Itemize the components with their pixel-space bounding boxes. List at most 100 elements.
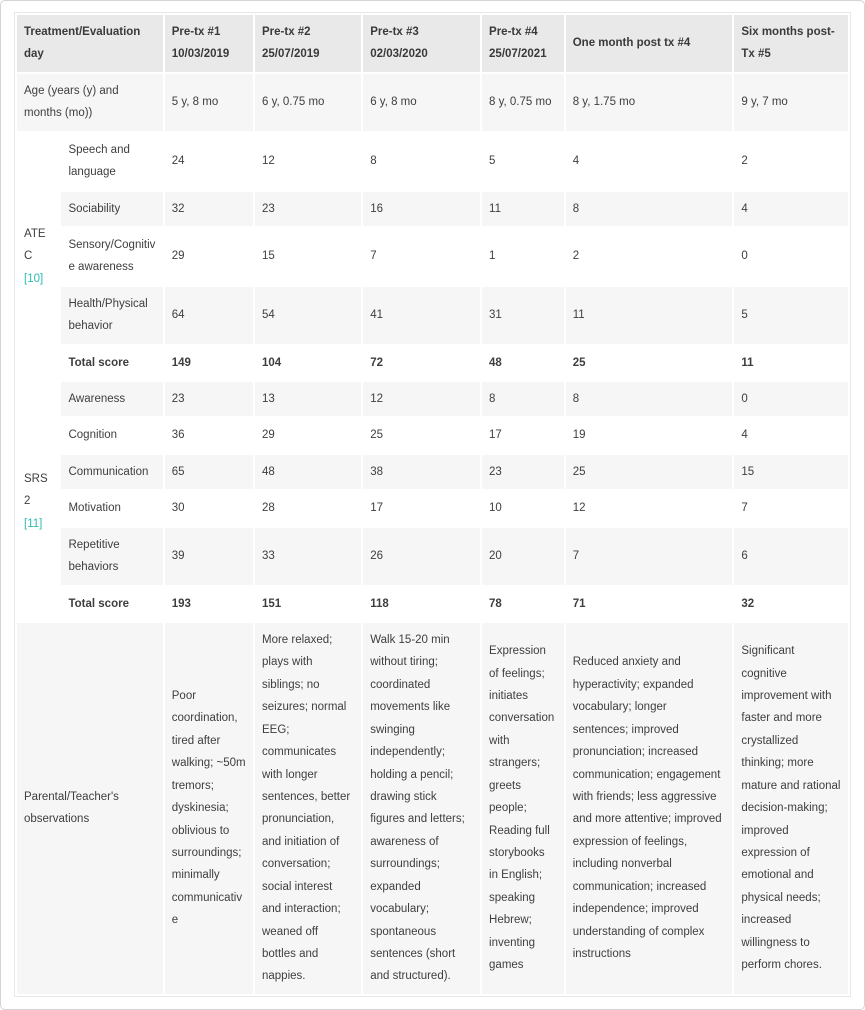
score-cell: 71 [565,586,733,622]
score-cell: 1 [482,227,564,285]
srs2-group-label: SRS2 [24,472,48,508]
score-cell: 24 [164,132,253,190]
row-label: Total score [61,586,163,622]
age-row: Age (years (y) and months (mo)) 5 y, 8 m… [17,73,848,131]
score-cell: 8 [363,132,481,190]
score-cell: 38 [363,454,481,490]
score-cell: 72 [363,345,481,381]
score-cell: 17 [482,418,564,453]
row-label: Sensory/Cognitive awareness [61,227,163,285]
score-cell: 30 [164,491,253,526]
score-cell: 10 [482,491,564,526]
score-cell: 118 [363,586,481,622]
score-cell: 54 [255,286,362,344]
srs2-group-cell: SRS2 [11] [17,382,60,622]
score-cell: 25 [565,345,733,381]
score-cell: 15 [734,454,848,490]
score-cell: 20 [482,527,564,585]
score-cell: 41 [363,286,481,344]
age-value: 8 y, 1.75 mo [565,73,733,131]
column-header-pretx2: Pre-tx #2 25/07/2019 [255,15,362,72]
score-cell: 33 [255,527,362,585]
atec-total-score-row: Total score 149 104 72 48 25 11 [17,345,848,381]
atec-speech-language-row: ATEC [10] Speech and language 24 12 8 5 … [17,132,848,381]
score-cell: 0 [734,382,848,417]
score-cell: 15 [255,227,362,285]
observation-cell: Significant cognitive improvement with f… [734,623,848,994]
score-cell: 4 [734,191,848,226]
score-cell: 151 [255,586,362,622]
score-cell: 19 [565,418,733,453]
score-cell: 23 [255,191,362,226]
column-header-pretx1: Pre-tx #1 10/03/2019 [164,15,253,72]
score-cell: 31 [482,286,564,344]
age-value: 6 y, 0.75 mo [255,73,362,131]
score-cell: 23 [482,454,564,490]
column-header-one-month-post: One month post tx #4 [565,15,733,72]
score-cell: 11 [482,191,564,226]
age-value: 9 y, 7 mo [734,73,848,131]
score-cell: 8 [565,382,733,417]
score-cell: 25 [363,418,481,453]
score-cell: 64 [164,286,253,344]
score-cell: 25 [565,454,733,490]
row-label: Cognition [61,418,163,453]
score-cell: 78 [482,586,564,622]
score-cell: 7 [734,491,848,526]
score-cell: 12 [363,382,481,417]
score-cell: 32 [734,586,848,622]
score-cell: 12 [255,132,362,190]
score-cell: 48 [482,345,564,381]
evaluation-table: Treatment/Evaluation day Pre-tx #1 10/03… [15,13,850,996]
atec-health-physical-row: Health/Physical behavior 64 54 41 31 11 … [17,286,848,344]
score-cell: 39 [164,527,253,585]
srs2-motivation-row: Motivation 30 28 17 10 12 7 [17,491,848,526]
score-cell: 5 [734,286,848,344]
score-cell: 65 [164,454,253,490]
observations-row-label: Parental/Teacher's observations [17,623,163,994]
column-header-treatment-day: Treatment/Evaluation day [17,15,163,72]
observation-cell: Reduced anxiety and hyperactivity; expan… [565,623,733,994]
atec-sensory-cognitive-row: Sensory/Cognitive awareness 29 15 7 1 2 … [17,227,848,285]
score-cell: 0 [734,227,848,285]
citation-link-11[interactable]: [11] [24,517,43,530]
score-cell: 8 [482,382,564,417]
score-cell: 16 [363,191,481,226]
age-value: 8 y, 0.75 mo [482,73,564,131]
atec-group-label: ATEC [24,227,46,263]
score-cell: 12 [565,491,733,526]
score-cell: 8 [565,191,733,226]
observation-cell: Expression of feelings; initiates conver… [482,623,564,994]
score-cell: 193 [164,586,253,622]
row-label: Speech and language [61,132,163,190]
score-cell: 5 [482,132,564,190]
score-cell: 2 [565,227,733,285]
score-cell: 7 [363,227,481,285]
score-cell: 2 [734,132,848,190]
age-value: 5 y, 8 mo [164,73,253,131]
atec-group-cell: ATEC [10] [17,132,60,381]
score-cell: 36 [164,418,253,453]
score-cell: 26 [363,527,481,585]
observations-row: Parental/Teacher's observations Poor coo… [17,623,848,994]
row-label: Awareness [61,382,163,417]
score-cell: 29 [164,227,253,285]
score-cell: 23 [164,382,253,417]
column-header-six-months-post: Six months post-Tx #5 [734,15,848,72]
score-cell: 28 [255,491,362,526]
citation-link-10[interactable]: [10] [24,272,44,285]
srs2-repetitive-behaviors-row: Repetitive behaviors 39 33 26 20 7 6 [17,527,848,585]
score-cell: 11 [734,345,848,381]
header-row: Treatment/Evaluation day Pre-tx #1 10/03… [17,15,848,72]
age-row-label: Age (years (y) and months (mo)) [17,73,163,131]
observation-cell: Walk 15-20 min without tiring; coordinat… [363,623,481,994]
srs2-total-score-row: Total score 193 151 118 78 71 32 [17,586,848,622]
column-header-pretx3: Pre-tx #3 02/03/2020 [363,15,481,72]
observation-cell: Poor coordination, tired after walking; … [164,623,253,994]
score-cell: 7 [565,527,733,585]
score-cell: 11 [565,286,733,344]
row-label: Communication [61,454,163,490]
row-label: Repetitive behaviors [61,527,163,585]
srs2-cognition-row: Cognition 36 29 25 17 19 4 [17,418,848,453]
